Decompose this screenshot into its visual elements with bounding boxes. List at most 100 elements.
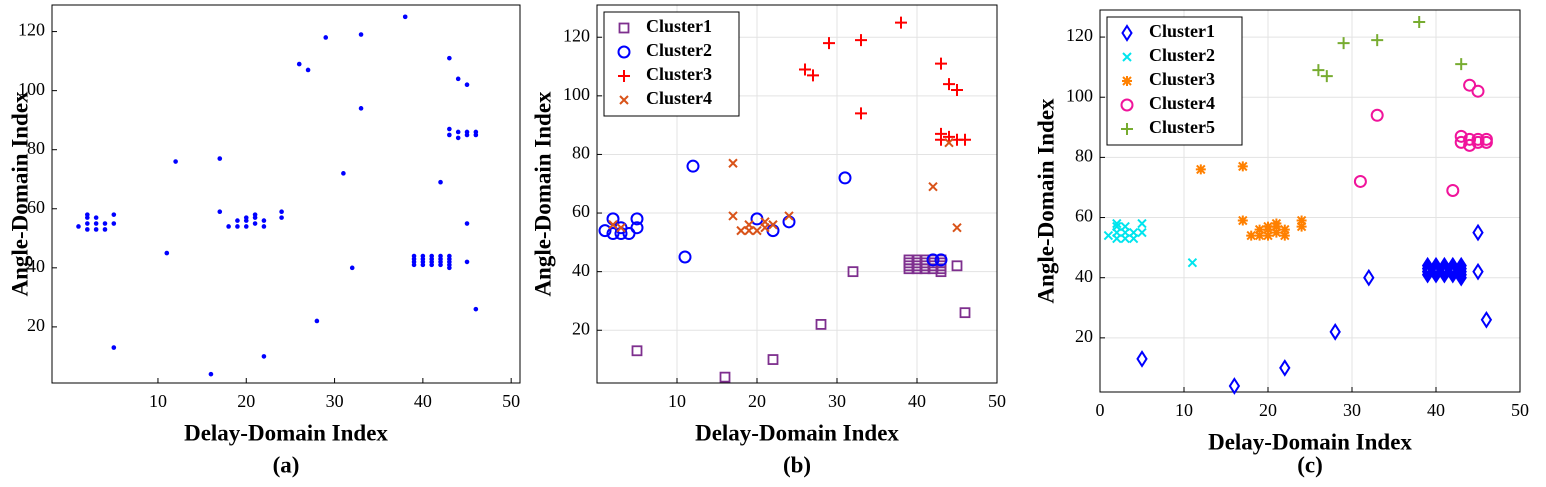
x-tick-label: 30	[1343, 400, 1361, 420]
point	[314, 318, 320, 324]
caption: (b)	[783, 452, 811, 477]
point	[1279, 359, 1291, 377]
point	[631, 345, 643, 357]
point	[261, 354, 267, 359]
point	[1237, 215, 1248, 226]
point	[243, 224, 249, 229]
y-tick-label: 40	[572, 260, 590, 280]
point	[111, 212, 117, 217]
point	[1112, 221, 1122, 232]
point	[358, 32, 364, 37]
legend-marker	[1121, 24, 1133, 42]
point	[217, 156, 223, 161]
axes-frame	[1099, 9, 1521, 393]
point	[959, 307, 971, 319]
x-tick-label: 0	[1096, 400, 1105, 420]
point	[608, 220, 618, 230]
x-tick-label: 20	[748, 391, 766, 411]
point	[1120, 221, 1130, 232]
point	[164, 250, 170, 256]
legend-label: Cluster5	[1149, 117, 1215, 137]
point	[1329, 322, 1341, 341]
y-tick-label: 60	[27, 197, 45, 217]
point	[93, 221, 99, 226]
y-tick-label: 120	[1066, 25, 1093, 45]
point	[1263, 230, 1273, 241]
point	[93, 227, 99, 232]
point	[1337, 37, 1350, 50]
point	[85, 221, 90, 226]
point	[1254, 230, 1265, 241]
point	[1128, 227, 1139, 238]
x-tick-label: 30	[326, 391, 344, 411]
point	[1454, 135, 1468, 149]
caption: (a)	[273, 452, 300, 477]
y-tick-label: 60	[572, 201, 590, 221]
panel: 20 40 60 80 100 120 10 20 30 40 50 Delay-Domain Ind…	[7, 4, 521, 477]
y-axis-label: Angle-Domain Index	[1033, 98, 1058, 304]
point	[102, 227, 108, 232]
point	[1136, 350, 1148, 368]
point	[768, 220, 778, 230]
point	[1353, 174, 1367, 188]
point	[85, 212, 90, 217]
point	[447, 126, 452, 132]
point	[305, 67, 311, 73]
legend-marker	[1122, 76, 1132, 86]
point	[855, 34, 867, 47]
legend-marker	[618, 70, 630, 82]
point	[1312, 64, 1325, 77]
point	[719, 371, 731, 383]
point	[235, 224, 240, 229]
legend-label: Cluster4	[646, 88, 712, 108]
point	[438, 253, 443, 259]
point	[1455, 58, 1468, 71]
point	[1421, 256, 1434, 275]
y-tick-label: 100	[563, 84, 590, 104]
point	[85, 227, 90, 232]
point	[235, 218, 240, 223]
point	[1370, 108, 1384, 122]
point	[455, 129, 461, 135]
point	[1463, 138, 1477, 152]
point	[1137, 218, 1147, 229]
point	[411, 253, 417, 259]
y-tick-label: 120	[18, 20, 45, 40]
y-axis-label: Angle-Domain Index	[530, 91, 555, 297]
legend-label: Cluster2	[646, 40, 712, 60]
point	[744, 220, 754, 230]
point	[1279, 224, 1290, 235]
point	[799, 63, 811, 76]
point	[1463, 132, 1477, 146]
point	[934, 253, 948, 267]
point	[111, 345, 117, 350]
y-tick-label: 20	[27, 315, 45, 335]
point	[1103, 230, 1114, 241]
y-tick-label: 40	[1075, 266, 1093, 286]
point	[728, 211, 738, 221]
legend-marker	[617, 45, 631, 59]
y-tick-label: 80	[572, 143, 590, 163]
point	[1246, 230, 1257, 241]
point	[895, 16, 907, 29]
legend-label: Cluster1	[1149, 21, 1215, 41]
x-tick-label: 20	[1259, 400, 1277, 420]
point	[1438, 256, 1451, 275]
point	[1254, 224, 1265, 235]
point	[473, 306, 479, 312]
legend-label: Cluster4	[1149, 93, 1215, 113]
point	[616, 222, 626, 233]
point	[76, 224, 81, 229]
point	[951, 260, 963, 272]
point	[1237, 161, 1248, 172]
point	[252, 212, 258, 217]
point	[102, 221, 108, 226]
point	[1187, 257, 1198, 268]
point	[261, 218, 267, 223]
point	[1296, 215, 1307, 226]
point	[1446, 183, 1460, 197]
point	[429, 253, 434, 259]
y-axis-label: Angle-Domain Index	[7, 91, 32, 297]
x-tick-label: 50	[988, 391, 1006, 411]
